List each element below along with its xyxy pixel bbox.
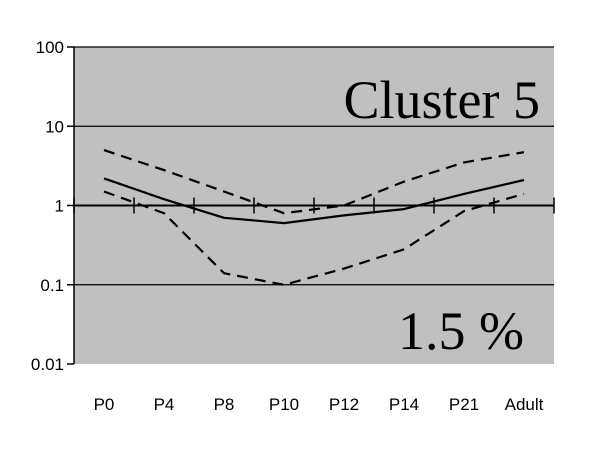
x-tick-label: Adult [505,395,544,414]
x-tick-labels: P0 P4 P8 P10 P12 P14 P21 Adult [94,395,544,414]
x-tick-label: P21 [449,395,479,414]
series-line-3 [103,190,525,286]
percent-label: 1.5 % [398,301,524,361]
cluster-label: Cluster 5 [344,70,541,130]
x-tick-label: P0 [94,395,115,414]
y-tick-label: 0.01 [31,355,64,374]
x-tick-label: P14 [389,395,419,414]
y-tick-labels: 100 10 1 0.1 0.01 [31,38,64,374]
y-tick-label: 100 [36,38,64,57]
y-tick-label: 1 [55,197,64,216]
series-line-1 [103,177,525,225]
x-tick-label: P8 [214,395,235,414]
axes [67,46,555,365]
x-tick-label: P12 [329,395,359,414]
x-tick-label: P10 [269,395,299,414]
y-tick-label: 0.1 [40,276,64,295]
y-tick-label: 10 [45,117,64,136]
x-tick-label: P4 [154,395,175,414]
